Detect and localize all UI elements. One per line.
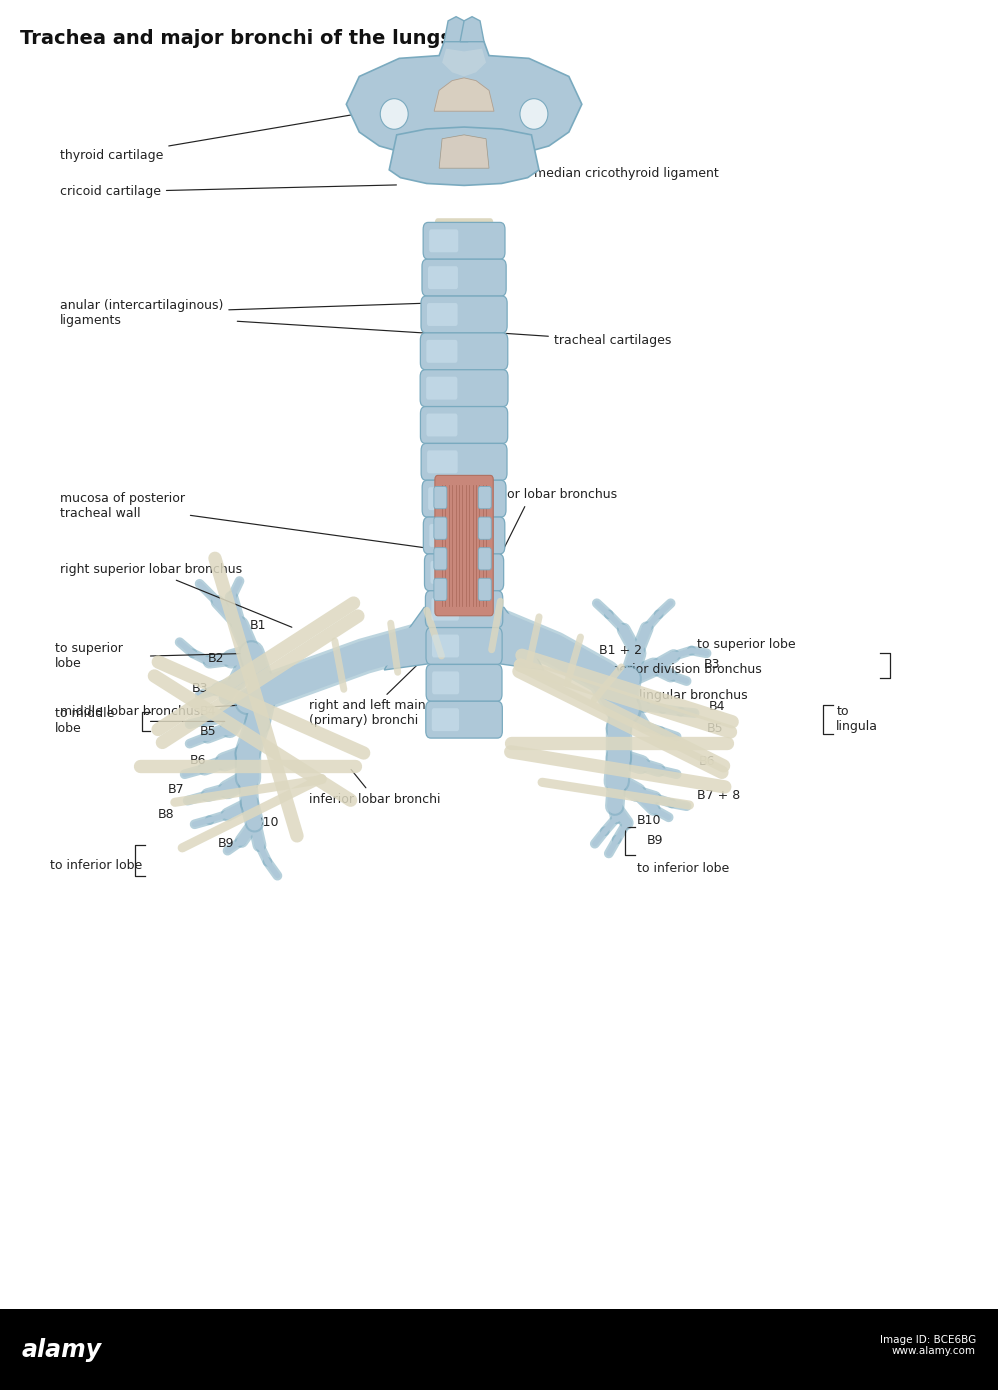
FancyBboxPatch shape [420,407,508,443]
Ellipse shape [520,99,548,129]
Text: right and left main
(primary) bronchi: right and left main (primary) bronchi [309,655,427,727]
Polygon shape [444,17,468,42]
Text: B10: B10 [254,816,279,830]
Text: B3: B3 [704,657,721,671]
Text: to superior
lobe: to superior lobe [55,642,123,670]
FancyBboxPatch shape [427,303,458,327]
Text: B8: B8 [158,808,175,821]
Polygon shape [439,135,489,168]
Text: B7: B7 [168,783,185,796]
FancyBboxPatch shape [425,591,503,628]
Text: B9: B9 [647,834,664,848]
Text: left superior lobar bronchus: left superior lobar bronchus [444,488,617,575]
Text: inferior lobar bronchi: inferior lobar bronchi [309,770,441,806]
FancyBboxPatch shape [422,481,506,517]
Polygon shape [442,49,486,76]
Text: B5: B5 [707,721,724,735]
Text: anular (intercartilaginous)
ligaments: anular (intercartilaginous) ligaments [60,299,428,327]
Text: B1: B1 [250,619,266,632]
FancyBboxPatch shape [478,517,491,539]
FancyBboxPatch shape [0,1309,998,1390]
Text: median cricothyroid ligament: median cricothyroid ligament [490,167,719,181]
Polygon shape [389,126,539,185]
FancyBboxPatch shape [426,414,457,436]
Text: middle lobar bronchus: middle lobar bronchus [60,705,245,719]
FancyBboxPatch shape [420,370,508,407]
FancyBboxPatch shape [427,450,458,474]
Text: alamy: alamy [22,1337,102,1362]
FancyBboxPatch shape [434,486,447,509]
FancyBboxPatch shape [432,635,459,657]
FancyBboxPatch shape [421,443,507,481]
Text: B9: B9 [218,837,235,851]
FancyBboxPatch shape [434,517,447,539]
Text: to superior lobe: to superior lobe [697,638,795,652]
FancyBboxPatch shape [432,709,459,731]
FancyBboxPatch shape [426,664,502,702]
FancyBboxPatch shape [432,671,459,695]
FancyBboxPatch shape [429,524,458,546]
Text: to
lingula: to lingula [836,705,878,733]
FancyBboxPatch shape [426,377,457,400]
Polygon shape [346,35,582,181]
Text: to inferior lobe: to inferior lobe [637,862,729,876]
FancyBboxPatch shape [478,578,491,600]
FancyBboxPatch shape [423,517,505,555]
Text: Image ID: BCE6BG
www.alamy.com: Image ID: BCE6BG www.alamy.com [880,1334,976,1357]
Polygon shape [434,78,494,111]
FancyBboxPatch shape [428,267,458,289]
Text: to middle
lobe: to middle lobe [55,708,114,735]
Text: thyroid cartilage: thyroid cartilage [60,104,411,163]
FancyBboxPatch shape [422,260,506,296]
FancyBboxPatch shape [478,548,491,570]
Text: mucosa of posterior
tracheal wall: mucosa of posterior tracheal wall [60,492,431,549]
Text: B1 + 2: B1 + 2 [599,644,642,657]
Text: B5: B5 [200,724,217,738]
Text: Trachea and major bronchi of the lungs: Trachea and major bronchi of the lungs [20,29,452,49]
FancyBboxPatch shape [426,702,502,738]
FancyBboxPatch shape [429,229,458,253]
Ellipse shape [380,99,408,129]
Text: B6: B6 [190,753,207,767]
Text: B6: B6 [699,755,716,769]
FancyBboxPatch shape [428,488,458,510]
Text: right superior lobar bronchus: right superior lobar bronchus [60,563,291,627]
FancyBboxPatch shape [478,486,491,509]
FancyBboxPatch shape [426,628,502,664]
FancyBboxPatch shape [420,334,508,370]
FancyBboxPatch shape [423,222,505,260]
Text: B4: B4 [200,705,217,719]
FancyBboxPatch shape [421,296,507,334]
FancyBboxPatch shape [434,578,447,600]
Text: superior division bronchus: superior division bronchus [597,663,761,677]
Text: B2: B2 [208,652,225,666]
FancyBboxPatch shape [430,562,459,584]
FancyBboxPatch shape [426,341,457,363]
Text: lingular bronchus: lingular bronchus [632,688,748,702]
Text: tracheal cartilages: tracheal cartilages [470,331,672,348]
FancyBboxPatch shape [424,555,504,591]
FancyBboxPatch shape [434,548,447,570]
Polygon shape [384,607,544,670]
Polygon shape [460,17,484,42]
FancyBboxPatch shape [435,475,493,616]
FancyBboxPatch shape [431,598,459,620]
Text: to inferior lobe: to inferior lobe [50,859,142,873]
Text: cricoid cartilage: cricoid cartilage [60,185,396,199]
Text: B3: B3 [192,681,209,695]
Text: B4: B4 [709,699,726,713]
Text: B7 + 8: B7 + 8 [697,788,740,802]
Text: B10: B10 [637,813,662,827]
FancyBboxPatch shape [435,218,493,616]
